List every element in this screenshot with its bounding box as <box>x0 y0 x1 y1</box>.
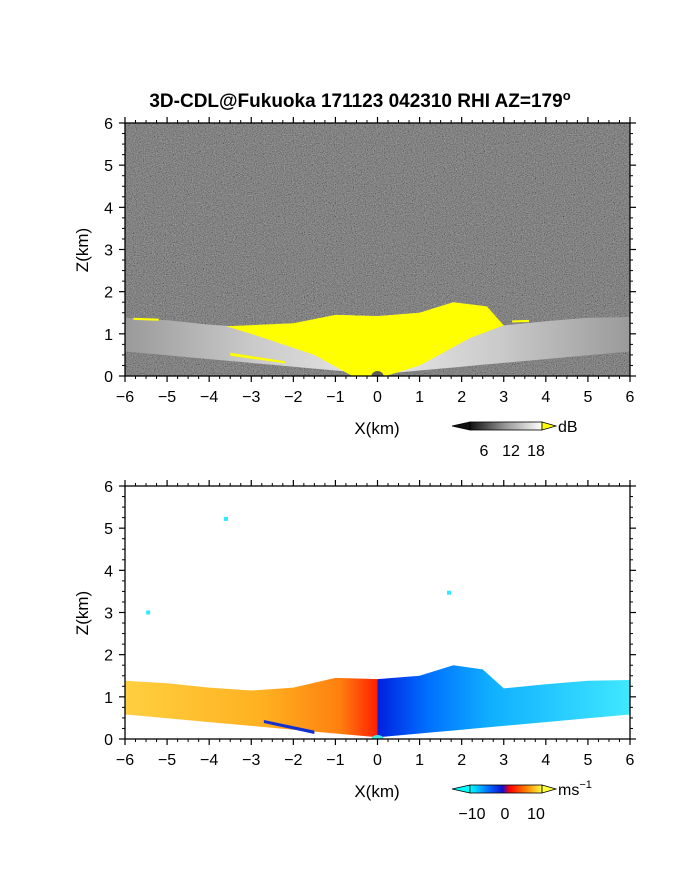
y-tick-label: 3 <box>104 243 113 260</box>
y-tick-label: 1 <box>104 690 113 707</box>
reflectivity-colorbar: 6 12 18 dB <box>451 419 578 460</box>
y-tick-label: 5 <box>104 158 113 175</box>
isolated-pixel <box>447 590 452 595</box>
colorbar-unit: ms−1 <box>558 779 592 799</box>
y-tick-label: 5 <box>104 521 113 538</box>
y-tick-label: 6 <box>104 479 113 496</box>
x-tick-label: −3 <box>242 752 260 769</box>
x-tick-label: 6 <box>626 389 635 406</box>
x-tick-label: −2 <box>284 752 302 769</box>
reflectivity-image <box>125 123 630 376</box>
colorbar-tick: 0 <box>501 806 510 823</box>
y-tick-label: 0 <box>104 732 113 749</box>
saturated-echo-edge-right <box>512 319 529 323</box>
colorbar-tick: 18 <box>527 443 545 460</box>
x-tick-label: −1 <box>326 389 344 406</box>
y-tick-label: 4 <box>104 200 113 217</box>
x-tick-label: 0 <box>373 389 382 406</box>
colorbar-tick: 12 <box>502 443 520 460</box>
x-tick-label: −5 <box>158 752 176 769</box>
colorbar-tick: −10 <box>458 806 485 823</box>
x-tick-label: 4 <box>541 389 550 406</box>
x-tick-label: 1 <box>415 752 424 769</box>
velocity-image <box>125 486 630 739</box>
x-axis-label: X(km) <box>354 782 399 801</box>
y-tick-label: 6 <box>104 116 113 133</box>
x-tick-label: 6 <box>626 752 635 769</box>
colorbar-tick: 6 <box>480 443 489 460</box>
x-tick-label: 5 <box>583 389 592 406</box>
x-tick-label: −4 <box>200 752 218 769</box>
x-tick-label: 4 <box>541 752 550 769</box>
y-axis-label: Z(km) <box>73 591 92 635</box>
colorbar-under-arrow <box>451 421 471 431</box>
y-tick-label: 2 <box>104 648 113 665</box>
x-tick-label: 2 <box>457 752 466 769</box>
x-tick-label: 0 <box>373 752 382 769</box>
y-tick-label: 4 <box>104 563 113 580</box>
colorbar-tick: 10 <box>527 806 545 823</box>
colorbar-gradient <box>469 784 543 794</box>
colorbar-over-arrow <box>541 421 558 431</box>
x-tick-label: −1 <box>326 752 344 769</box>
isolated-pixels <box>146 516 452 615</box>
axis-ticks: −6 −5 −4 −3 −2 −1 0 1 2 3 4 5 6 0 1 2 3 4 5 6 <box>104 479 636 769</box>
axis-ticks: −6 −5 −4 −3 −2 −1 0 1 2 3 4 5 6 0 1 2 3 4 5 6 <box>104 116 636 406</box>
x-tick-label: −3 <box>242 389 260 406</box>
colorbar-under-arrow <box>451 784 471 794</box>
x-tick-label: 3 <box>499 752 508 769</box>
radar-origin-mark <box>371 371 384 376</box>
y-tick-label: 0 <box>104 369 113 386</box>
colorbar-unit: dB <box>558 419 578 436</box>
x-tick-label: −4 <box>200 389 218 406</box>
x-tick-label: −6 <box>116 389 134 406</box>
y-axis-label: Z(km) <box>73 228 92 272</box>
saturated-echo <box>226 302 504 376</box>
x-tick-label: 5 <box>583 752 592 769</box>
isolated-pixel <box>146 610 151 615</box>
x-tick-label: −2 <box>284 389 302 406</box>
negative-velocity-region <box>377 665 630 738</box>
colorbar-gradient <box>469 421 543 431</box>
folded-velocity-pixels <box>263 720 315 734</box>
x-tick-label: 3 <box>499 389 508 406</box>
chart-title: 3D-CDL@Fukuoka 171123 042310 RHI AZ=179o <box>149 88 570 112</box>
x-axis-label: X(km) <box>354 419 399 438</box>
colorbar-over-arrow <box>541 784 558 794</box>
x-tick-label: −6 <box>116 752 134 769</box>
isolated-pixel <box>224 516 228 521</box>
velocity-colorbar: −10 0 10 ms−1 <box>451 779 592 823</box>
x-tick-label: −5 <box>158 389 176 406</box>
positive-velocity-region <box>125 677 378 738</box>
y-tick-label: 1 <box>104 327 113 344</box>
x-tick-label: 1 <box>415 389 424 406</box>
x-tick-label: 2 <box>457 389 466 406</box>
radar-origin-mark <box>371 735 384 739</box>
y-tick-label: 3 <box>104 606 113 623</box>
y-tick-label: 2 <box>104 285 113 302</box>
